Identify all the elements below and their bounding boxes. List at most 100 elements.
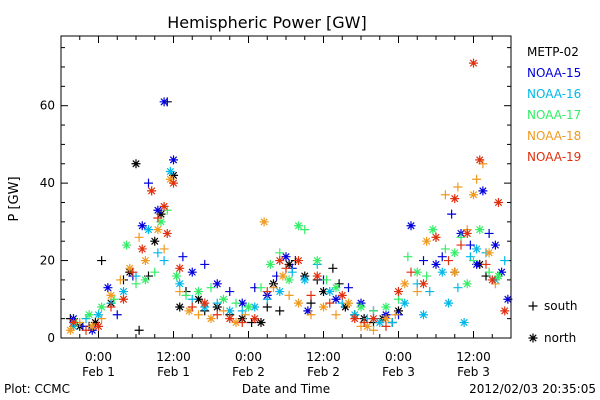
data-point-south [112, 310, 122, 320]
data-point-south [484, 267, 494, 277]
data-point-north [337, 290, 347, 300]
data-point-north [144, 225, 153, 235]
data-point-north [140, 256, 150, 266]
legend-marker-label: south [544, 299, 578, 313]
data-point-north [103, 283, 113, 293]
data-point-north [278, 271, 288, 281]
data-point-north [303, 306, 313, 316]
data-point-south [419, 256, 428, 266]
marker-legend: south north [528, 299, 578, 345]
data-point-south [406, 267, 416, 277]
data-point-south [131, 279, 141, 289]
data-point-south [422, 271, 432, 281]
data-point-south [369, 325, 378, 335]
data-point-north [275, 287, 285, 297]
data-point-north [169, 170, 178, 180]
legend-item-noaa-16: NOAA-16 [527, 87, 581, 101]
data-point-north [94, 310, 103, 320]
legend-item-noaa-18: NOAA-18 [527, 129, 581, 143]
data-point-south [390, 310, 400, 320]
data-point-north [194, 287, 203, 297]
data-point-north [412, 267, 422, 277]
data-point-south [231, 298, 241, 308]
data-point-north [225, 306, 235, 316]
data-point-north [381, 302, 391, 312]
data-point-north [462, 228, 472, 238]
data-point-north [469, 58, 478, 68]
data-point-north [431, 259, 441, 269]
data-point-north [490, 240, 500, 250]
data-point-north [419, 279, 428, 289]
series-noaa-15 [69, 97, 513, 335]
data-point-north [340, 302, 350, 312]
data-point-south [456, 232, 466, 242]
data-point-north [284, 275, 294, 285]
data-point-north [344, 298, 353, 308]
legend-marker-plus [528, 301, 538, 311]
data-point-north [194, 294, 203, 304]
x-tick-date-label: Feb 1 [82, 365, 115, 379]
data-point-north [437, 267, 447, 277]
data-point-north [362, 321, 372, 331]
data-point-north [475, 225, 485, 235]
data-point-south [328, 263, 338, 273]
x-tick-time-label: 0:00 [85, 350, 112, 364]
data-point-north [459, 318, 469, 328]
data-point-north [159, 201, 169, 211]
legend-item-noaa-15: NOAA-15 [527, 66, 581, 80]
data-point-south [500, 256, 510, 266]
data-point-south [481, 259, 491, 269]
data-point-south [159, 244, 169, 254]
data-point-south [447, 209, 457, 219]
data-point-north [169, 155, 178, 165]
x-axis-label: Date and Time [242, 382, 330, 396]
data-point-south [456, 240, 466, 250]
data-point-north [250, 314, 260, 324]
data-point-south [219, 306, 228, 316]
data-point-north [237, 298, 247, 308]
data-point-north [462, 279, 472, 289]
data-point-north [250, 302, 260, 312]
data-point-north [294, 221, 303, 231]
data-point-north [219, 294, 228, 304]
data-point-south [262, 287, 272, 297]
data-point-south [275, 248, 285, 258]
data-point-north [97, 302, 107, 312]
data-point-north [469, 190, 478, 200]
data-point-south [322, 275, 332, 285]
data-point-north [431, 232, 441, 242]
data-point-north [356, 302, 366, 312]
data-point-south [97, 314, 107, 324]
data-point-south [262, 294, 272, 304]
data-point-north [187, 267, 197, 277]
data-point-north [478, 186, 488, 196]
data-point-north [450, 267, 460, 277]
data-point-north [319, 287, 328, 297]
x-tick-time-label: 0:00 [235, 350, 262, 364]
x-tick-time-label: 12:00 [456, 350, 491, 364]
data-point-north [265, 259, 275, 269]
data-point-north [331, 283, 341, 293]
series-noaa-19 [69, 58, 510, 335]
data-point-north [494, 197, 503, 207]
data-point-south [159, 256, 169, 266]
data-point-south [469, 256, 478, 266]
data-point-south [194, 310, 203, 320]
y-tick-label: 0 [47, 331, 55, 345]
data-point-north [184, 306, 194, 316]
data-point-north [90, 318, 100, 328]
data-point-south [281, 263, 291, 273]
data-point-south [287, 267, 297, 277]
data-point-south [437, 252, 447, 262]
data-point-north [494, 271, 503, 281]
data-point-north [419, 310, 428, 320]
data-point-south [387, 318, 397, 328]
data-point-north [284, 259, 294, 269]
data-point-south [412, 287, 422, 297]
data-point-south [150, 267, 160, 277]
data-point-north [428, 225, 438, 235]
data-point-north [140, 275, 150, 285]
data-point-south [240, 310, 250, 320]
data-point-south [381, 321, 391, 331]
